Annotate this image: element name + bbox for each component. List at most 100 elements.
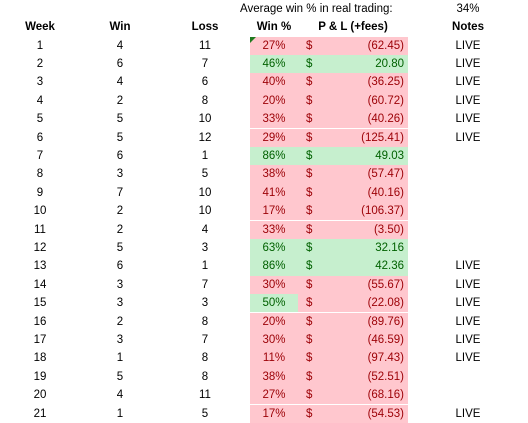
notes-cell[interactable] (408, 386, 528, 404)
notes-cell[interactable] (408, 184, 528, 202)
win-percent-cell[interactable]: 86% (250, 257, 298, 276)
win-cell[interactable]: 2 (116, 94, 124, 107)
loss-cell[interactable]: 4 (201, 223, 209, 236)
currency-symbol[interactable]: $ (306, 241, 313, 254)
pnl-cell[interactable]: (55.67) (298, 275, 408, 295)
currency-symbol[interactable]: $ (306, 113, 313, 126)
week-cell[interactable]: 5 (36, 113, 44, 126)
loss-cell[interactable]: 7 (201, 333, 209, 346)
pnl-cell[interactable]: (125.41) (298, 128, 408, 147)
currency-symbol[interactable]: $ (306, 297, 313, 310)
loss-cell[interactable]: 7 (201, 278, 209, 291)
currency-symbol[interactable]: $ (306, 278, 313, 291)
week-cell[interactable]: 20 (33, 389, 47, 402)
win-percent-cell[interactable]: 86% (250, 146, 298, 166)
currency-symbol[interactable]: $ (306, 39, 313, 52)
win-cell[interactable]: 3 (116, 297, 124, 310)
win-percent-cell[interactable]: 63% (250, 238, 298, 258)
loss-cell[interactable]: 8 (201, 315, 209, 328)
loss-cell[interactable]: 1 (201, 260, 209, 273)
win-percent-cell[interactable]: 30% (250, 275, 298, 295)
notes-cell[interactable]: LIVE (455, 333, 481, 346)
week-cell[interactable]: 19 (33, 370, 47, 383)
currency-symbol[interactable]: $ (306, 333, 313, 346)
pnl-cell[interactable]: (40.26) (298, 110, 408, 129)
notes-cell[interactable]: LIVE (455, 297, 481, 310)
week-cell[interactable]: 18 (33, 352, 47, 365)
week-cell[interactable]: 10 (33, 205, 47, 218)
win-percent-cell[interactable]: 40% (250, 73, 298, 92)
win-percent-cell[interactable]: 11% (250, 349, 298, 368)
loss-cell[interactable]: 5 (201, 168, 209, 181)
currency-symbol[interactable]: $ (306, 352, 313, 365)
win-percent-cell[interactable]: 33% (250, 110, 298, 129)
average-win-value[interactable]: 34% (456, 3, 480, 15)
week-cell[interactable]: 7 (36, 149, 44, 162)
header-win-percent[interactable]: Win % (256, 21, 292, 33)
loss-cell[interactable]: 7 (201, 57, 209, 70)
currency-symbol[interactable]: $ (306, 205, 313, 218)
notes-cell[interactable]: LIVE (455, 315, 481, 328)
loss-cell[interactable]: 3 (201, 241, 209, 254)
win-cell[interactable]: 4 (116, 39, 124, 52)
win-cell[interactable]: 2 (116, 223, 124, 236)
loss-cell[interactable]: 1 (201, 149, 209, 162)
week-cell[interactable]: 4 (36, 94, 44, 107)
win-cell[interactable]: 6 (116, 149, 124, 162)
currency-symbol[interactable]: $ (306, 168, 313, 181)
win-percent-cell[interactable]: 33% (250, 220, 298, 239)
win-cell[interactable]: 1 (116, 407, 124, 420)
header-loss[interactable]: Loss (191, 21, 219, 33)
week-cell[interactable]: 21 (33, 407, 47, 420)
notes-cell[interactable]: LIVE (455, 57, 481, 70)
header-pnl[interactable]: P & L (+fees) (318, 21, 388, 33)
pnl-cell[interactable]: (22.08) (298, 294, 408, 313)
win-percent-cell[interactable]: 20% (250, 91, 298, 111)
loss-cell[interactable]: 11 (199, 39, 211, 52)
win-percent-cell[interactable]: 17% (250, 202, 298, 221)
pnl-cell[interactable]: (46.59) (298, 330, 408, 350)
loss-cell[interactable]: 11 (199, 389, 211, 402)
pnl-cell[interactable]: (3.50) (298, 220, 408, 239)
win-cell[interactable]: 6 (116, 57, 124, 70)
pnl-cell[interactable]: (97.43) (298, 349, 408, 368)
notes-cell[interactable] (408, 147, 528, 165)
win-cell[interactable]: 3 (116, 333, 124, 346)
currency-symbol[interactable]: $ (306, 407, 313, 420)
loss-cell[interactable]: 8 (201, 370, 209, 383)
notes-cell[interactable]: LIVE (455, 278, 481, 291)
win-percent-cell[interactable]: 27% (250, 386, 298, 405)
pnl-cell[interactable]: 42.36 (298, 257, 408, 276)
win-cell[interactable]: 7 (116, 186, 124, 199)
week-cell[interactable]: 1 (36, 39, 44, 52)
loss-cell[interactable]: 8 (201, 352, 209, 365)
loss-cell[interactable]: 8 (201, 94, 209, 107)
header-win[interactable]: Win (109, 21, 131, 33)
loss-cell[interactable]: 10 (198, 113, 212, 126)
currency-symbol[interactable]: $ (306, 94, 313, 107)
week-cell[interactable]: 17 (33, 333, 47, 346)
win-cell[interactable]: 5 (116, 370, 124, 383)
currency-symbol[interactable]: $ (306, 131, 313, 144)
week-cell[interactable]: 11 (34, 223, 46, 236)
week-cell[interactable]: 14 (33, 278, 47, 291)
loss-cell[interactable]: 3 (201, 297, 209, 310)
currency-symbol[interactable]: $ (306, 57, 313, 70)
win-percent-cell[interactable]: 20% (250, 312, 298, 331)
win-percent-cell[interactable]: 30% (250, 330, 298, 350)
pnl-cell[interactable]: (60.72) (298, 91, 408, 111)
currency-symbol[interactable]: $ (306, 260, 313, 273)
notes-cell[interactable]: LIVE (455, 76, 481, 89)
win-percent-cell[interactable]: 38% (250, 165, 298, 184)
win-cell[interactable]: 5 (116, 241, 124, 254)
win-cell[interactable]: 3 (116, 278, 124, 291)
win-percent-cell[interactable]: 27% (250, 36, 298, 55)
header-week[interactable]: Week (25, 21, 55, 33)
notes-cell[interactable]: LIVE (455, 39, 481, 52)
win-cell[interactable]: 2 (116, 205, 124, 218)
pnl-cell[interactable]: (40.16) (298, 183, 408, 203)
loss-cell[interactable]: 12 (198, 131, 212, 144)
win-percent-cell[interactable]: 41% (250, 183, 298, 203)
loss-cell[interactable]: 5 (201, 407, 209, 420)
week-cell[interactable]: 12 (33, 241, 47, 254)
